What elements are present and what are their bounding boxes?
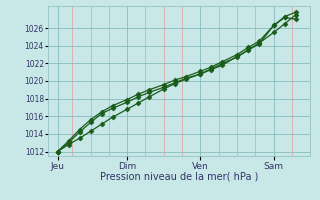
X-axis label: Pression niveau de la mer( hPa ): Pression niveau de la mer( hPa ) (100, 172, 258, 182)
